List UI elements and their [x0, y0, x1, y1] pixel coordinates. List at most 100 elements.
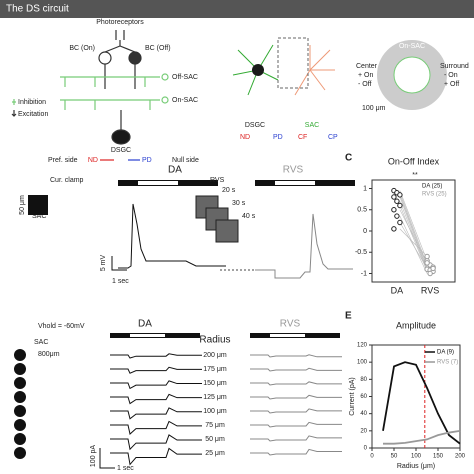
- stim-bar: [130, 334, 165, 337]
- point: [391, 207, 397, 213]
- cell-image: [14, 447, 26, 459]
- circuit-diagram: [11, 30, 169, 161]
- charts: On-Off Index 1 0.5 0 -0.5 -1 DA RVS DA (25) RVS (…: [349, 156, 466, 469]
- panel-letter: C: [345, 153, 352, 164]
- label: RVS: [283, 165, 304, 176]
- label: RVS: [280, 319, 301, 330]
- trace: [255, 213, 353, 279]
- cell-image: [14, 377, 26, 389]
- label: 100 μm: [362, 105, 386, 112]
- trace: [110, 353, 202, 359]
- label: Vhold = -60mV: [38, 323, 85, 330]
- label: Cur. clamp: [50, 177, 84, 184]
- pair-line: [399, 209, 428, 264]
- label: DA: [168, 165, 182, 176]
- radius-label: 200 μm: [203, 352, 227, 359]
- point: [430, 265, 436, 272]
- y-tick-label: 40: [360, 411, 367, 417]
- radius-label: 150 μm: [203, 380, 227, 387]
- label: 5 mV: [100, 255, 107, 272]
- label: 1 sec: [117, 465, 134, 472]
- y-tick-label: 100: [357, 360, 368, 366]
- label: 50 μm: [19, 195, 26, 215]
- trace: [250, 394, 342, 400]
- label: SAC: [32, 213, 46, 220]
- y-tick-label: 0: [363, 228, 367, 235]
- y-tick-label: 80: [360, 377, 367, 383]
- y-tick-label: 1: [363, 185, 367, 192]
- scale-bar: [111, 256, 127, 271]
- label: - On: [444, 72, 458, 79]
- stim-bar: [138, 181, 178, 185]
- label: RVS: [210, 177, 225, 184]
- label: DSGC: [111, 147, 131, 154]
- y-tick-label: 0: [364, 446, 368, 452]
- trace: [250, 408, 342, 414]
- pair-line: [399, 192, 428, 266]
- cell-image: [14, 433, 26, 445]
- series-line: [383, 429, 461, 445]
- trace: [110, 366, 202, 374]
- figure-title: The DS circuit: [6, 4, 69, 15]
- y-tick-label: 60: [360, 394, 367, 400]
- label: CP: [328, 134, 338, 141]
- scale-bar: [99, 448, 115, 469]
- annotation: **: [412, 172, 418, 179]
- label: CF: [298, 134, 307, 141]
- point: [397, 202, 403, 209]
- legend-label: DA (9): [437, 350, 454, 356]
- point: [424, 260, 430, 266]
- legend-label: DA (25): [422, 184, 442, 190]
- label: BC (Off): [145, 45, 171, 52]
- cell-sketch: [232, 37, 335, 96]
- point: [391, 194, 397, 200]
- trace: [110, 407, 202, 420]
- label: ND: [240, 134, 250, 141]
- x-tick-label: 0: [370, 454, 374, 460]
- pair-line: [399, 196, 428, 270]
- trace: [250, 367, 342, 372]
- label: - Off: [358, 81, 372, 88]
- label: 20 s: [222, 187, 236, 194]
- legend-label: RVS (25): [422, 192, 447, 198]
- label: On-SAC: [399, 43, 425, 50]
- x-tick-label: DA: [391, 285, 404, 295]
- trace: [110, 420, 202, 435]
- label: BC (On): [69, 45, 95, 52]
- label: On-SAC: [172, 97, 198, 104]
- radius-label: 100 μm: [203, 408, 227, 415]
- label: + Off: [444, 81, 459, 88]
- label: Null side: [172, 157, 199, 164]
- point: [424, 253, 430, 260]
- label: Surround: [440, 63, 469, 70]
- trace: [250, 381, 342, 386]
- x-tick-label: 150: [433, 454, 444, 460]
- traces: 200 μm 175 μm 150 μm 125 μm 100 μm 75 μm 50 μm…: [14, 349, 342, 466]
- cell-image: [14, 405, 26, 417]
- axis-label: Current (pA): [349, 377, 356, 416]
- label: PD: [273, 134, 283, 141]
- pair-line: [399, 215, 428, 274]
- inset-frames: [195, 195, 239, 243]
- trace: [110, 434, 202, 451]
- center: [393, 56, 431, 94]
- radius-label: 50 μm: [205, 436, 225, 443]
- label: PD: [142, 157, 152, 164]
- axis-label: Radius (μm): [397, 463, 435, 470]
- label: 100 pA: [90, 445, 97, 468]
- trace: [110, 380, 202, 390]
- trace: [250, 448, 342, 456]
- point: [427, 270, 433, 277]
- radius-label: 125 μm: [203, 394, 227, 401]
- trace: [250, 435, 342, 442]
- cell-image: [28, 195, 48, 215]
- pair-line: [399, 190, 428, 261]
- legend-label: Excitation: [18, 111, 48, 118]
- label: Off-SAC: [172, 74, 198, 81]
- series-line: [382, 361, 461, 445]
- label: DSGC: [245, 122, 265, 129]
- y-tick-label: 20: [360, 428, 367, 434]
- stim-bar: [275, 181, 315, 185]
- label: ND: [88, 157, 98, 164]
- panel-letter: E: [345, 311, 352, 322]
